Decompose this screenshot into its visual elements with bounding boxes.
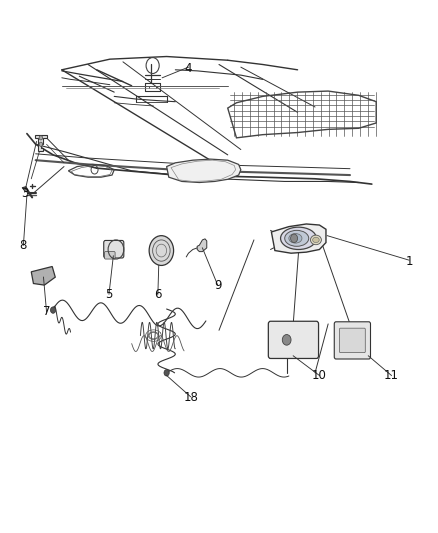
Polygon shape — [197, 239, 207, 252]
FancyBboxPatch shape — [105, 252, 115, 259]
Polygon shape — [272, 224, 326, 253]
Circle shape — [149, 236, 173, 265]
Text: 3: 3 — [21, 187, 28, 200]
Circle shape — [39, 136, 42, 140]
FancyBboxPatch shape — [104, 240, 124, 258]
Circle shape — [290, 234, 297, 243]
FancyBboxPatch shape — [339, 328, 365, 353]
Text: 10: 10 — [312, 369, 327, 382]
Ellipse shape — [281, 227, 316, 249]
Text: 8: 8 — [20, 239, 27, 252]
Ellipse shape — [311, 235, 321, 245]
Circle shape — [164, 369, 169, 376]
Polygon shape — [166, 159, 241, 182]
Polygon shape — [35, 135, 46, 151]
Ellipse shape — [313, 237, 319, 243]
Text: 7: 7 — [43, 305, 50, 318]
Text: 4: 4 — [185, 62, 192, 75]
Text: 18: 18 — [183, 391, 198, 405]
Ellipse shape — [289, 233, 302, 243]
Circle shape — [50, 307, 56, 313]
Ellipse shape — [285, 230, 309, 246]
FancyBboxPatch shape — [268, 321, 318, 359]
Circle shape — [39, 142, 42, 147]
FancyBboxPatch shape — [334, 322, 371, 359]
Circle shape — [283, 335, 291, 345]
Text: 9: 9 — [214, 279, 222, 292]
Text: 5: 5 — [105, 288, 113, 301]
Text: 11: 11 — [384, 369, 399, 382]
Text: 6: 6 — [154, 288, 162, 301]
Text: 1: 1 — [405, 255, 413, 268]
Polygon shape — [31, 266, 55, 285]
